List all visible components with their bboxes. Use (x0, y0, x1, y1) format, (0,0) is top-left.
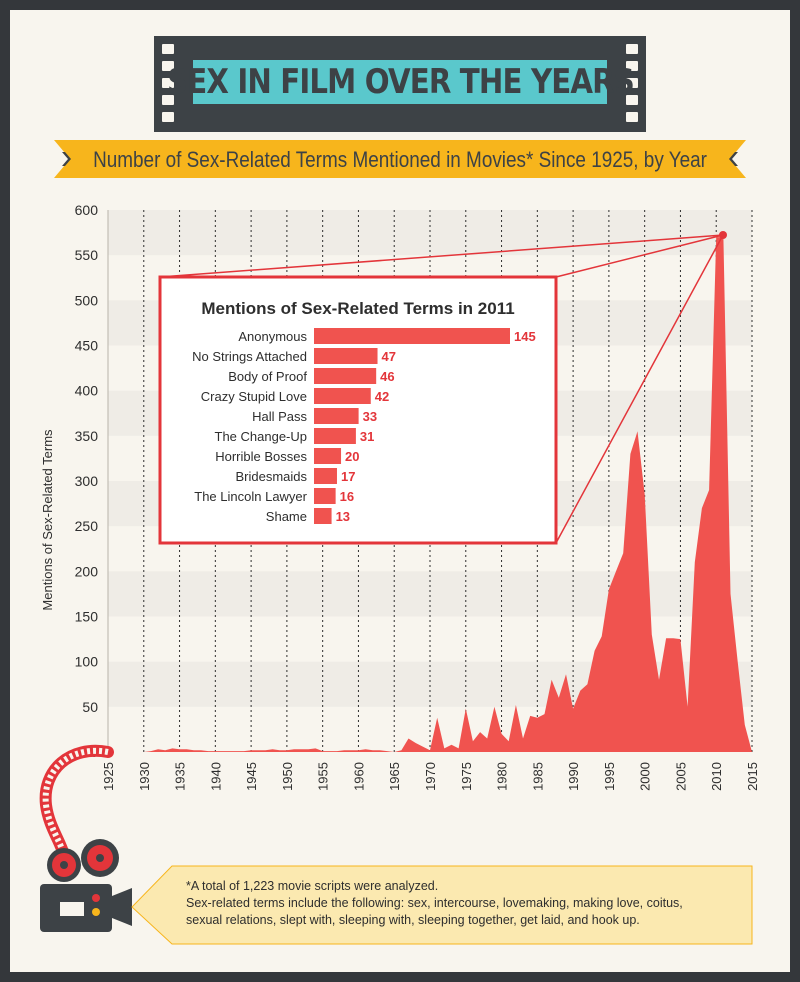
inset-value-label: 20 (345, 449, 359, 464)
grid-band (108, 210, 752, 256)
footnote: *A total of 1,223 movie scripts were ana… (186, 878, 746, 929)
x-tick-label: 1960 (351, 762, 366, 791)
peak-marker (719, 231, 727, 239)
x-tick-label: 1930 (137, 762, 152, 791)
inset-category-label: Hall Pass (252, 409, 307, 424)
film-projector-icon (39, 744, 132, 932)
inset-value-label: 17 (341, 469, 355, 484)
x-tick-label: 1935 (173, 762, 188, 791)
x-tick-label: 1985 (530, 762, 545, 791)
chevron-left-icon (729, 152, 738, 166)
y-tick-label: 350 (75, 428, 99, 444)
y-axis-label: Mentions of Sex-Related Terms (40, 429, 55, 611)
subtitle-banner (54, 140, 746, 178)
inset-bar (314, 388, 371, 404)
title-box: SEX IN FILM OVER THE YEARS (167, 57, 634, 107)
y-tick-label: 450 (75, 338, 99, 354)
inset-category-label: Anonymous (238, 329, 307, 344)
y-tick-label: 550 (75, 247, 99, 263)
inset-bar (314, 328, 510, 344)
inset-value-label: 42 (375, 389, 389, 404)
grid-band (108, 571, 752, 617)
y-tick-label: 600 (75, 202, 99, 218)
x-tick-label: 2015 (745, 762, 760, 791)
inset-bar (314, 408, 359, 424)
y-tick-label: 400 (75, 383, 99, 399)
inset-category-label: Horrible Bosses (215, 449, 307, 464)
x-tick-label: 1940 (208, 762, 223, 791)
x-tick-label: 2005 (673, 762, 688, 791)
inset-category-label: Crazy Stupid Love (201, 389, 307, 404)
footnote-line: sexual relations, slept with, sleeping w… (186, 913, 640, 927)
inset-category-label: Shame (266, 509, 307, 524)
inset-bar (314, 468, 337, 484)
y-tick-label: 500 (75, 292, 99, 308)
connector-line (555, 234, 724, 544)
inset-bar (314, 488, 336, 504)
inset-value-label: 31 (360, 429, 374, 444)
x-tick-label: 2000 (638, 762, 653, 791)
footnote-line: *A total of 1,223 movie scripts were ana… (186, 879, 439, 893)
inset-category-label: No Strings Attached (192, 349, 307, 364)
inset-category-label: Body of Proof (228, 369, 307, 384)
x-tick-label: 1925 (101, 762, 116, 791)
inset-bar (314, 348, 378, 364)
connector-line (159, 234, 724, 278)
x-tick-label: 2010 (709, 762, 724, 791)
x-tick-label: 1950 (280, 762, 295, 791)
connector-line (555, 234, 724, 278)
inset-value-label: 47 (382, 349, 396, 364)
y-tick-label: 200 (75, 563, 99, 579)
inset-category-label: The Change-Up (215, 429, 308, 444)
y-tick-label: 250 (75, 518, 99, 534)
x-tick-label: 1970 (423, 762, 438, 791)
page-subtitle: Number of Sex-Related Terms Mentioned in… (93, 147, 707, 172)
footnote-line: Sex-related terms include the following:… (186, 896, 683, 910)
inset-bar (314, 508, 332, 524)
inset-value-label: 145 (514, 329, 536, 344)
inset-category-label: Bridesmaids (235, 469, 307, 484)
y-tick-label: 150 (75, 609, 99, 625)
y-tick-label: 50 (82, 699, 98, 715)
page-title: SEX IN FILM OVER THE YEARS (166, 62, 635, 102)
inset-value-label: 13 (336, 509, 350, 524)
y-tick-label: 100 (75, 654, 99, 670)
x-tick-label: 1945 (244, 762, 259, 791)
footnote-box (131, 865, 753, 945)
inset-title: Mentions of Sex-Related Terms in 2011 (201, 299, 514, 318)
inset-bar (314, 368, 377, 384)
x-tick-label: 1980 (495, 762, 510, 791)
x-tick-label: 1990 (566, 762, 581, 791)
chevron-right-icon (62, 152, 71, 166)
x-tick-label: 1975 (459, 762, 474, 791)
inset-value-label: 33 (363, 409, 377, 424)
inset-bar (314, 428, 356, 444)
y-tick-label: 300 (75, 473, 99, 489)
x-tick-label: 1995 (602, 762, 617, 791)
x-tick-label: 1955 (316, 762, 331, 791)
inset-value-label: 16 (340, 489, 354, 504)
inset-category-label: The Lincoln Lawyer (194, 489, 307, 504)
inset-bar (314, 448, 342, 464)
x-tick-label: 1965 (387, 762, 402, 791)
inset-value-label: 46 (380, 369, 394, 384)
